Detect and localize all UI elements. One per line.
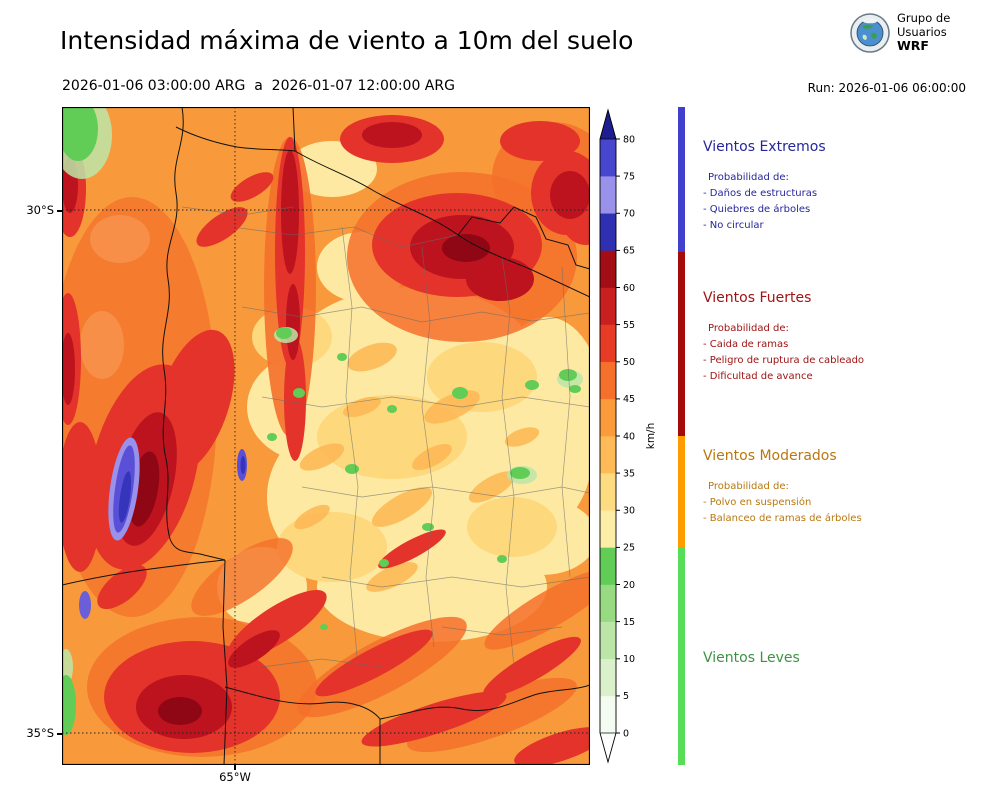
colorbar-tick-35: 35 (623, 468, 635, 479)
legend-leves-title: Vientos Leves (703, 650, 800, 666)
run-label: Run: 2026-01-06 06:00:00 (807, 81, 966, 95)
colorbar-tick-0: 0 (623, 728, 629, 739)
legend-fuertes-item: - Caida de ramas (703, 339, 789, 350)
wind-field-contours (62, 107, 590, 765)
lat-tick-mark-35s (57, 733, 62, 735)
legend-extremos-title: Vientos Extremos (703, 139, 826, 155)
legend-fuertes-item: - Peligro de ruptura de cableado (703, 355, 865, 366)
colorbar-tick-55: 55 (623, 320, 635, 331)
colorbar-tick-40: 40 (623, 431, 635, 442)
wrf-globe-icon (850, 13, 890, 53)
wind-intensity-map (62, 107, 590, 765)
colorbar-tick-80: 80 (623, 134, 635, 145)
colorbar-tick-25: 25 (623, 543, 635, 554)
legend-extremos-item: - Quiebres de árboles (703, 204, 811, 215)
colorbar-tick-15: 15 (623, 617, 635, 628)
colorbar-under-arrow (600, 733, 616, 762)
legend-extremos-item: - No circular (703, 220, 764, 231)
legend-fuertes: Vientos Fuertes Probabilidad de: - Caida… (703, 289, 993, 385)
colorbar-tick-45: 45 (623, 394, 635, 405)
legend-extremos: Vientos Extremos Probabilidad de: - Daño… (703, 138, 993, 234)
lat-tick-mark-30s (57, 210, 62, 212)
strip-leves (678, 547, 685, 765)
strip-extremos (678, 107, 685, 252)
legend-moderados-item: - Balanceo de ramas de árboles (703, 513, 862, 524)
colorbar-tick-30: 30 (623, 506, 635, 517)
department-boundaries (181, 206, 590, 668)
logo-line-2: Usuarios (897, 24, 947, 39)
gridlines (62, 107, 590, 765)
legend-moderados-item: - Polvo en suspensión (703, 497, 812, 508)
legend-moderados-title: Vientos Moderados (703, 448, 837, 464)
colorbar-unit-label: km/h (645, 423, 657, 450)
wrf-logo: Grupo de Usuarios WRF (850, 11, 951, 54)
colorbar-tick-75: 75 (623, 171, 635, 182)
legend-moderados: Vientos Moderados Probabilidad de: - Pol… (703, 447, 993, 527)
period-label: 2026-01-06 03:00:00 ARG a 2026-01-07 12:… (62, 78, 455, 94)
lat-tick-label-35s: 35°S (26, 726, 54, 740)
legend-fuertes-item: - Dificultad de avance (703, 371, 813, 382)
legend-extremos-item: - Daños de estructuras (703, 188, 818, 199)
colorbar-tick-5: 5 (623, 691, 629, 702)
legend-fuertes-title: Vientos Fuertes (703, 290, 812, 306)
legend-fuertes-prob-title: Probabilidad de: (708, 323, 789, 334)
lon-tick-label-65w: 65°W (219, 770, 251, 784)
page-title: Intensidad máxima de viento a 10m del su… (60, 26, 634, 55)
colorbar-tick-50: 50 (623, 357, 635, 368)
wrf-logo-text: Grupo de Usuarios WRF (897, 11, 951, 54)
colorbar-tick-65: 65 (623, 246, 635, 257)
legend-extremos-prob-title: Probabilidad de: (708, 172, 789, 183)
colorbar-segments (600, 139, 616, 734)
lat-tick-label-30s: 30°S (26, 203, 54, 217)
legend-moderados-prob-title: Probabilidad de: (708, 481, 789, 492)
category-strip (678, 107, 685, 765)
province-boundaries (62, 107, 590, 765)
colorbar-tick-marks (616, 138, 620, 734)
logo-line-1: Grupo de (897, 11, 951, 25)
colorbar-tick-labels: 0 5 10 15 20 25 30 35 40 45 50 55 60 65 … (623, 134, 635, 739)
map-frame (62, 107, 590, 765)
colorbar: 0 5 10 15 20 25 30 35 40 45 50 55 60 65 … (599, 108, 657, 764)
colorbar-over-arrow (600, 110, 616, 139)
legend-leves: Vientos Leves (703, 649, 993, 681)
colorbar-tick-10: 10 (623, 654, 635, 665)
colorbar-tick-20: 20 (623, 580, 635, 591)
colorbar-tick-60: 60 (623, 283, 635, 294)
logo-line-3: WRF (897, 38, 929, 54)
lon-tick-mark-65w (234, 765, 236, 770)
colorbar-tick-70: 70 (623, 209, 635, 220)
strip-moderados (678, 436, 685, 547)
strip-fuertes (678, 252, 685, 436)
